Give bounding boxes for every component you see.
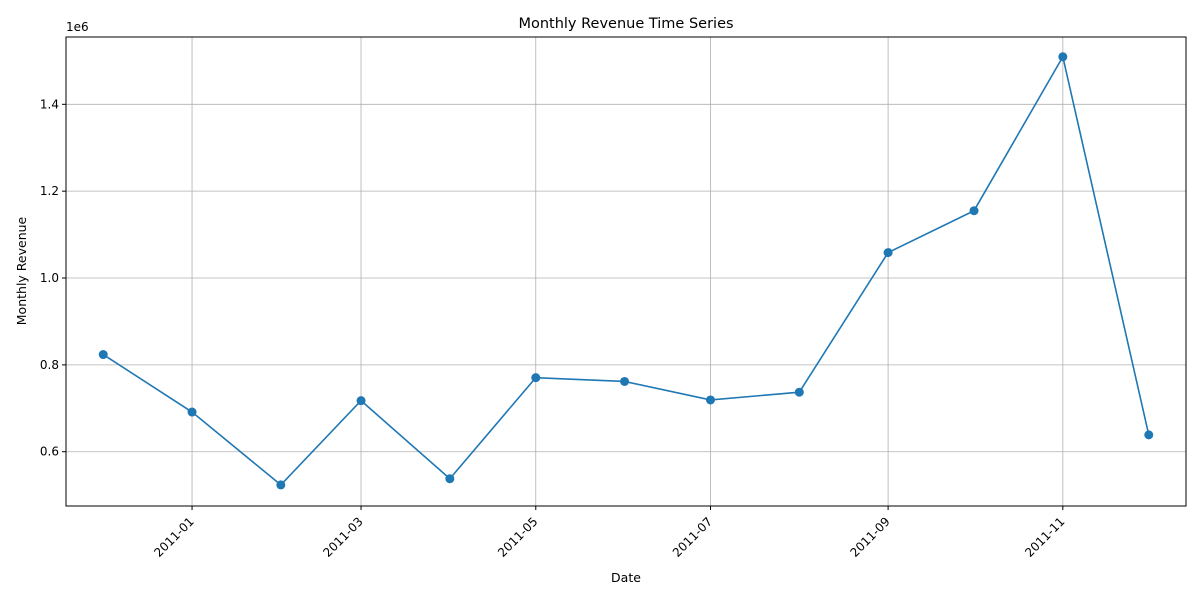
y-tick-label: 1.4	[40, 97, 59, 111]
data-point-2010-12-01	[98, 350, 108, 360]
data-point-2011-08-01	[794, 387, 804, 397]
grid	[66, 37, 1186, 506]
y-axis-offset-label: 1e6	[66, 20, 89, 34]
data-point-2011-07-01	[706, 395, 716, 405]
data-point-2011-09-01	[883, 248, 893, 258]
data-point-2011-01-01	[187, 407, 197, 417]
y-axis-label: Monthly Revenue	[14, 216, 29, 325]
data-point-2011-03-01	[356, 396, 366, 406]
data-point-2011-10-01	[969, 206, 979, 216]
series-layer	[98, 52, 1154, 490]
data-point-2011-02-01	[276, 480, 286, 490]
y-tick-label: 1.0	[40, 271, 59, 285]
x-axis-label: Date	[611, 570, 641, 585]
plot-frame	[65, 36, 1187, 507]
data-point-2011-06-01	[620, 376, 630, 386]
y-tick-label: 0.6	[40, 445, 59, 459]
chart-title: Monthly Revenue Time Series	[518, 16, 733, 32]
data-point-2011-12-01	[1144, 430, 1154, 440]
y-tick-label: 1.2	[40, 184, 59, 198]
data-point-2011-11-01	[1058, 52, 1068, 62]
data-point-2011-04-01	[445, 474, 455, 484]
data-point-2011-05-01	[531, 373, 541, 383]
y-tick-label: 0.8	[40, 358, 59, 372]
